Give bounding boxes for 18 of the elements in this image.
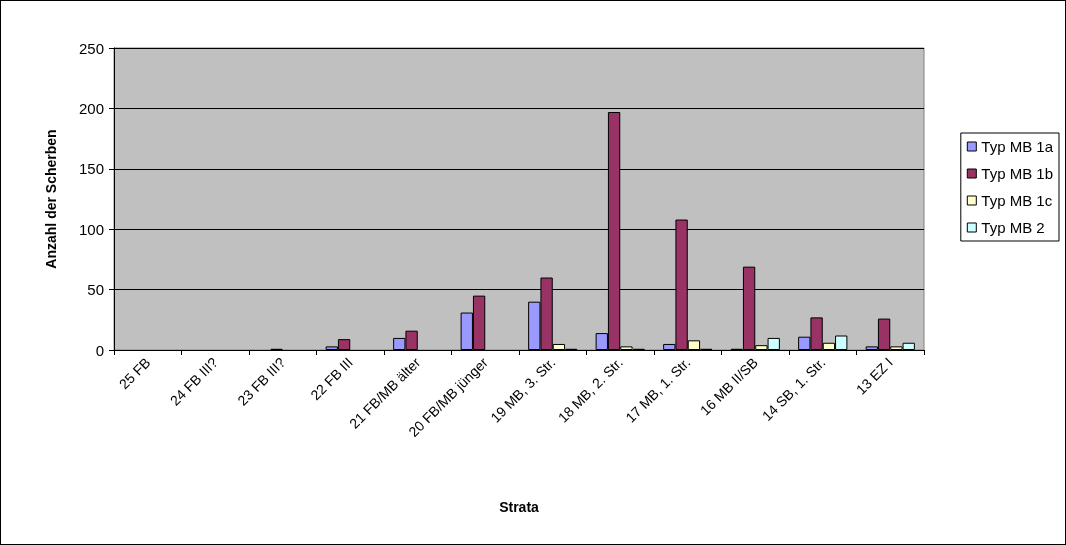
x-axis-title: Strata <box>499 499 540 515</box>
legend-label: Typ MB 1b <box>981 165 1054 182</box>
y-tick-label: 200 <box>78 99 104 117</box>
x-tick-label: 14 SB, 1. Str. <box>758 354 829 424</box>
x-tick-label: 22 FB III <box>307 354 356 404</box>
y-tick-label: 250 <box>78 39 104 57</box>
y-tick-label: 50 <box>87 281 104 299</box>
legend-label: Typ MB 1c <box>981 192 1053 209</box>
x-tick-label: 25 FB <box>115 354 154 393</box>
x-tick-label: 24 FB III? <box>166 354 222 409</box>
y-tick-label: 100 <box>78 220 104 238</box>
legend-label: Typ MB 2 <box>981 219 1045 236</box>
y-tick-label: 0 <box>95 341 104 359</box>
y-axis-title: Anzahl der Scherben <box>43 129 59 269</box>
x-tick-label: 23 FB III? <box>234 354 289 409</box>
x-tick-label: 13 EZ I <box>852 354 896 398</box>
y-tick-label: 150 <box>78 160 104 178</box>
legend-label: Typ MB 1a <box>981 138 1054 155</box>
